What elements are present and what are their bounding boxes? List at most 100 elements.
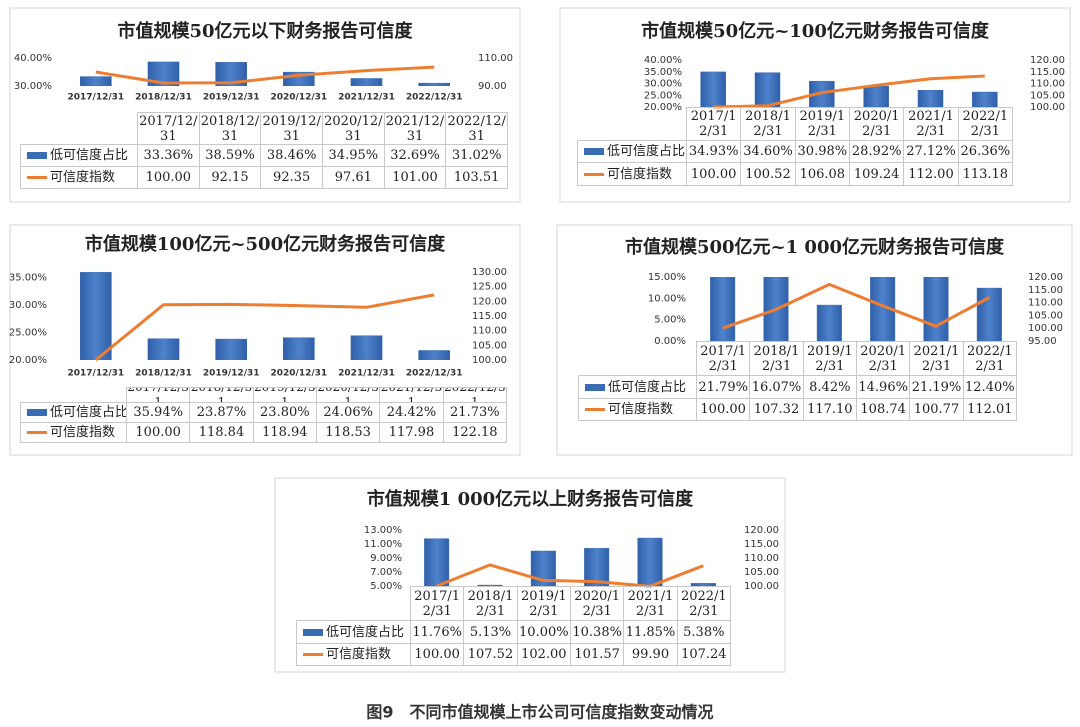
legend-cell: 低可信度占比 [296, 620, 411, 644]
table-header: 2022/12/31 [442, 387, 507, 403]
table-value: 34.93% [686, 140, 742, 163]
table-header: 2022/12/31 [445, 112, 508, 145]
y-tick-label: 40.00% [644, 55, 682, 66]
bar [637, 537, 663, 586]
table-value: 117.98 [379, 422, 444, 443]
legend-cell: 低可信度占比 [20, 402, 127, 423]
legend-label: 可信度指数 [608, 402, 674, 417]
legend-label: 低可信度占比 [608, 379, 687, 395]
legend-label: 低可信度占比 [50, 405, 127, 420]
table-value: 26.36% [957, 140, 1013, 163]
chart-title: 市值规模500亿元~1 000亿元财务报告可信度 [625, 236, 1005, 258]
plot-area [424, 537, 716, 586]
table-value: 122.18 [442, 422, 507, 443]
table-value: 97.61 [322, 166, 385, 189]
legend-label: 低可信度占比 [607, 144, 686, 159]
table-value: 118.53 [316, 422, 381, 443]
table-value: 21.73% [442, 402, 507, 423]
table-value: 24.42% [379, 402, 444, 423]
legend-label: 可信度指数 [50, 170, 116, 185]
table-header: 2020/12/31 [322, 112, 385, 145]
line-series [713, 74, 985, 109]
bar [754, 72, 781, 107]
legend-cell: 低可信度占比 [578, 375, 697, 399]
bar [350, 335, 383, 360]
y-tick-label: 0.00% [654, 336, 686, 347]
table-header: 2022/12/31 [957, 107, 1013, 141]
table-value: 103.51 [445, 166, 508, 189]
table-header: 2020/12/31 [849, 107, 905, 141]
legend-label: 可信度指数 [607, 166, 673, 182]
table-value: 27.12% [903, 140, 959, 163]
table-value: 34.60% [740, 140, 796, 163]
table-value: 16.07% [749, 375, 804, 399]
table-header: 2018/12/31 [463, 586, 518, 621]
line-series [94, 293, 435, 362]
y-tick-label: 13.00% [364, 525, 402, 536]
table-value: 5.13% [463, 620, 518, 644]
table-value: 33.36% [137, 144, 200, 167]
y2-tick-label: 110.00 [1030, 79, 1065, 90]
y-tick-label: 7.00% [370, 567, 402, 578]
legend-line-icon [27, 176, 47, 179]
table-value: 30.98% [794, 140, 850, 163]
table-value: 38.46% [260, 144, 323, 167]
table-header: 2017/12/31 [126, 387, 191, 403]
y2-tick-label: 100.00 [472, 355, 507, 366]
chart-frame [9, 7, 521, 203]
table-header: 2021/12/31 [383, 112, 447, 145]
legend-line-icon [584, 172, 604, 176]
legend-cell: 可信度指数 [20, 422, 127, 443]
table-value: 14.96% [856, 375, 911, 399]
table-value: 32.69% [383, 144, 447, 167]
bar [350, 78, 383, 86]
y-tick-label: 25.00% [644, 90, 682, 101]
table-header: 2018/12/31 [740, 107, 796, 141]
table-value: 92.35 [260, 166, 323, 189]
bar [477, 584, 503, 586]
x-tick-label: 2022/12/31 [406, 369, 463, 379]
y2-tick-label: 120.00 [744, 525, 779, 536]
y-tick-label: 20.00% [644, 102, 682, 113]
table-header: 2017/12/31 [410, 586, 465, 621]
bar [710, 277, 736, 341]
y2-tick-label: 105.00 [1028, 310, 1063, 321]
legend-bar-icon [27, 409, 47, 416]
table-header: 2020/12/31 [570, 586, 625, 621]
table-header: 2017/12/31 [696, 341, 751, 376]
plot-area [80, 272, 450, 360]
table-value: 106.08 [794, 162, 850, 186]
y-tick-label: 11.00% [364, 539, 402, 550]
plot-area [700, 71, 998, 107]
y2-tick-label: 120.00 [1028, 272, 1063, 283]
table-header: 2019/12/31 [794, 107, 850, 141]
table-value: 100.00 [126, 422, 191, 443]
legend-label: 可信度指数 [50, 425, 116, 440]
table-value: 99.90 [623, 643, 678, 666]
table-value: 100.00 [410, 643, 465, 666]
bar [700, 71, 726, 107]
legend-bar-icon [585, 383, 605, 391]
x-tick-label: 2017/12/31 [67, 93, 124, 103]
table-value: 23.80% [252, 402, 317, 423]
table-value: 31.02% [445, 144, 508, 167]
bar [283, 337, 315, 360]
chart-title: 市值规模1 000亿元以上财务报告可信度 [367, 488, 694, 510]
table-header: 2021/12/31 [903, 107, 959, 141]
y-tick-label: 25.00% [9, 328, 47, 339]
table-value: 34.95% [322, 144, 385, 167]
y2-tick-label: 115.00 [1030, 67, 1065, 78]
bar [215, 338, 247, 360]
legend-cell: 可信度指数 [578, 398, 697, 421]
figure-caption: 图9 不同市值规模上市公司可信度指数变动情况 [366, 703, 713, 722]
bar [147, 338, 180, 360]
bar [584, 548, 610, 586]
legend-label: 可信度指数 [326, 647, 392, 662]
x-tick-label: 2021/12/31 [338, 369, 395, 379]
table-value: 10.00% [516, 620, 571, 644]
table-header: 2020/12/31 [856, 341, 911, 376]
table-value: 101.57 [570, 643, 625, 666]
legend-line-icon [27, 431, 47, 434]
